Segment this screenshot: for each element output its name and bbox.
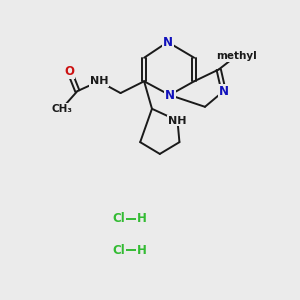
Text: O: O (64, 65, 74, 78)
Text: Cl: Cl (112, 212, 125, 225)
Text: Cl: Cl (112, 244, 125, 256)
Text: N: N (163, 35, 173, 49)
Text: CH₃: CH₃ (51, 104, 72, 114)
Text: NH: NH (90, 76, 108, 86)
Text: H: H (137, 212, 147, 225)
Text: N: N (165, 88, 175, 101)
Text: H: H (137, 244, 147, 256)
Text: N: N (219, 85, 229, 98)
Text: methyl: methyl (216, 51, 257, 61)
Text: NH: NH (168, 116, 187, 126)
